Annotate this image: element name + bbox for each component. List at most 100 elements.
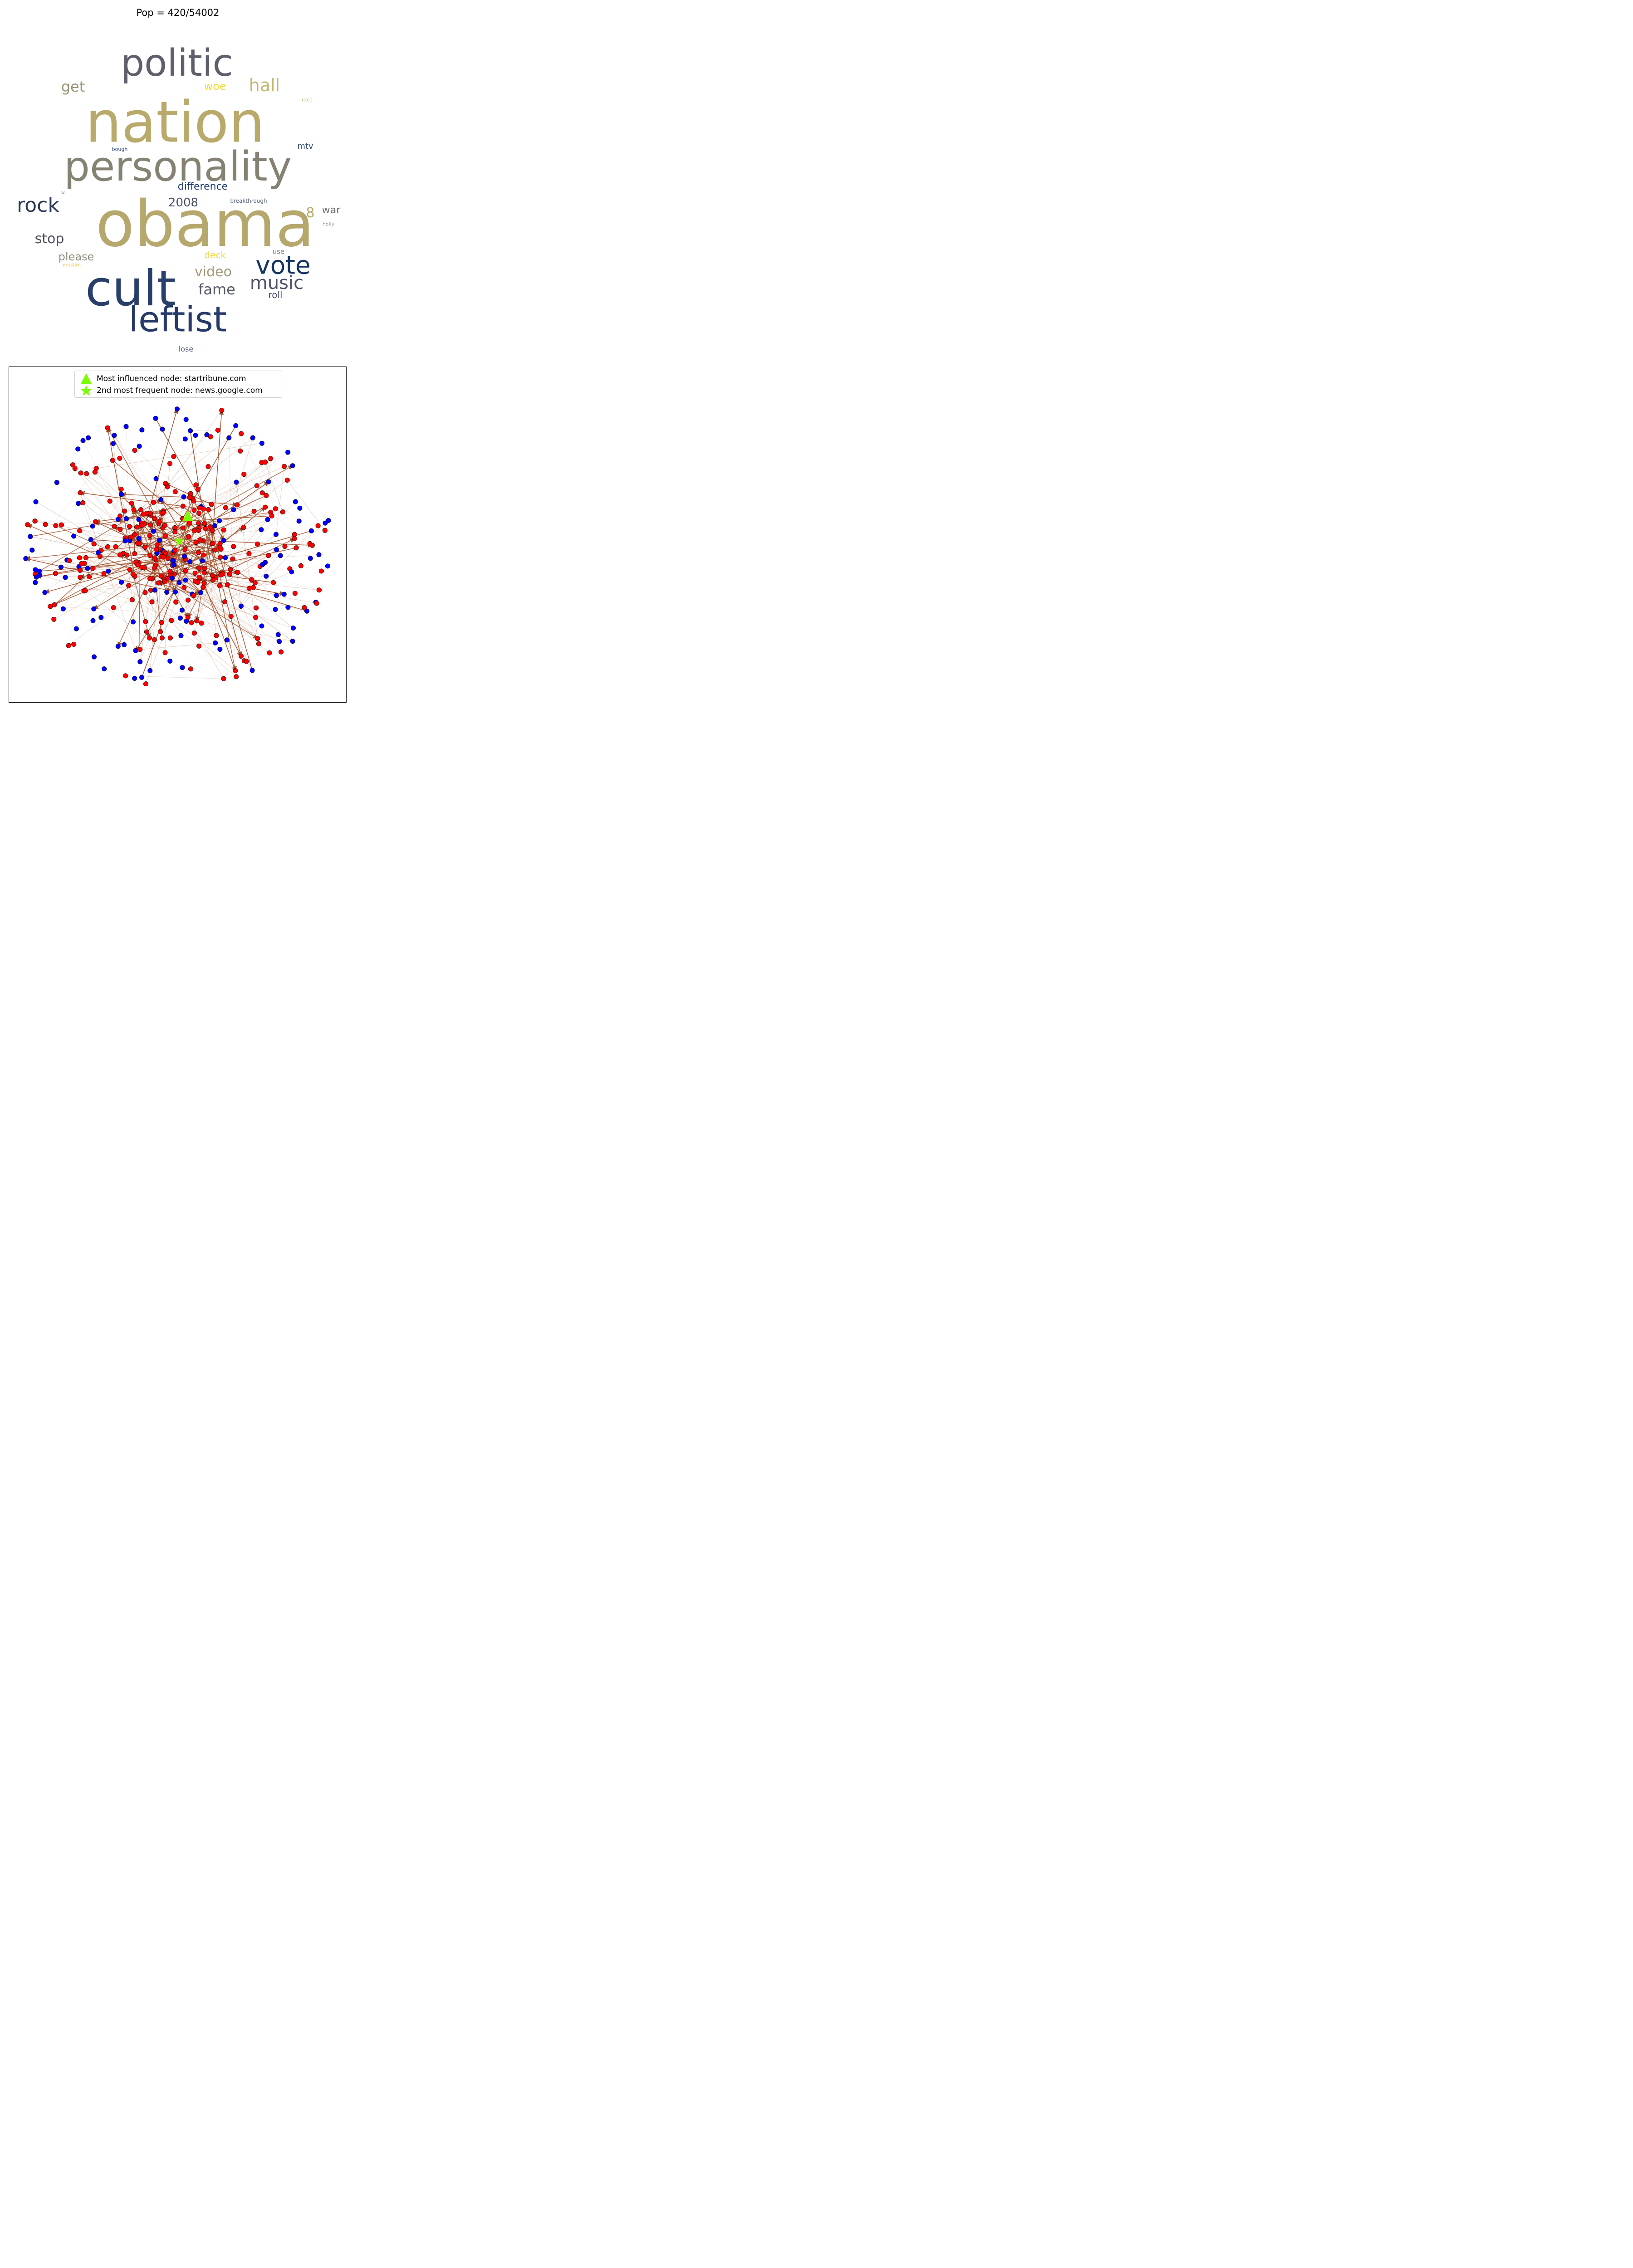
edge-faint [114, 435, 166, 526]
graph-node [282, 543, 288, 549]
graph-node [153, 547, 159, 552]
graph-node [254, 605, 259, 611]
graph-node [167, 658, 173, 664]
word-get: get [61, 78, 85, 95]
graph-node [152, 587, 157, 593]
graph-node [162, 579, 167, 584]
graph-node [159, 573, 164, 579]
edge [144, 515, 272, 526]
graph-node [210, 541, 215, 546]
graph-node [176, 580, 182, 585]
graph-node [249, 668, 255, 673]
edge [179, 493, 193, 583]
graph-node [213, 640, 218, 645]
graph-node [143, 681, 148, 687]
graph-node [187, 520, 192, 526]
edge-faint [79, 437, 230, 558]
graph-node [201, 580, 207, 586]
graph-node [208, 524, 213, 529]
graph-node [189, 620, 194, 626]
edge-faint [79, 557, 307, 611]
edge-faint [108, 571, 237, 677]
edge-faint [35, 501, 231, 617]
graph-node [210, 573, 215, 578]
graph-node [132, 675, 137, 681]
graph-node [279, 649, 284, 655]
graph-node [183, 417, 189, 422]
graph-node [292, 532, 297, 537]
graph-node [118, 487, 124, 492]
edge-faint [172, 512, 271, 553]
graph-node [147, 668, 153, 673]
edge [204, 526, 212, 569]
graph-node [193, 482, 199, 488]
graph-node [251, 508, 257, 514]
edge [190, 539, 201, 562]
graph-node [139, 675, 145, 680]
edge-faint [35, 549, 159, 571]
edge-faint [204, 582, 317, 604]
graph-node [171, 562, 176, 567]
graph-node [219, 408, 225, 413]
graph-node [182, 436, 188, 442]
graph-node [153, 476, 159, 481]
edge-faint [114, 435, 199, 553]
graph-node [107, 499, 112, 504]
graph-node [126, 583, 132, 588]
edge-faint [55, 529, 224, 574]
graph-node [200, 585, 206, 590]
word-cult: cult [85, 260, 176, 317]
graph-node [273, 606, 278, 612]
graph-node [137, 444, 142, 449]
graph-node [147, 533, 152, 538]
edge-faint [172, 552, 293, 642]
graph-node [165, 556, 171, 561]
graph-node [117, 527, 123, 532]
graph-node [266, 479, 271, 484]
graph-node [129, 500, 134, 506]
graph-node [281, 464, 287, 469]
graph-node [137, 541, 142, 546]
edge-faint [220, 557, 259, 644]
network-graph [23, 406, 331, 687]
graph-node [315, 523, 321, 528]
edge-faint [211, 519, 268, 544]
edge-faint [183, 587, 188, 618]
graph-node [181, 494, 186, 499]
graph-node [32, 518, 38, 524]
edge [198, 547, 297, 570]
word-woe: woe [204, 80, 226, 93]
edge [194, 500, 238, 507]
edge [145, 465, 293, 548]
graph-node [326, 518, 331, 523]
graph-node [112, 523, 117, 529]
graph-node [226, 435, 232, 440]
graph-node [278, 553, 283, 558]
graph-node [170, 576, 175, 581]
graph-node [205, 464, 211, 469]
edge-faint [162, 429, 313, 546]
graph-node [265, 517, 270, 522]
edge-faint [204, 582, 258, 639]
graph-node [136, 517, 142, 522]
edge-faint [44, 566, 79, 593]
graph-node [78, 575, 83, 580]
graph-node [167, 635, 173, 640]
edge [55, 525, 201, 593]
graph-node [289, 569, 294, 575]
graph-node [268, 456, 274, 461]
edge [155, 418, 224, 541]
graph-node [246, 586, 252, 591]
graph-node [28, 534, 33, 539]
graph-node [70, 462, 75, 468]
edge-faint [94, 472, 199, 568]
graph-node [277, 639, 282, 644]
edge-faint [264, 462, 283, 512]
graph-node [192, 528, 197, 533]
graph-node [92, 654, 97, 660]
edge-faint [167, 558, 281, 652]
edge-faint [132, 599, 172, 621]
edge [160, 548, 221, 559]
graph-node [221, 676, 226, 681]
graph-node [139, 523, 144, 528]
